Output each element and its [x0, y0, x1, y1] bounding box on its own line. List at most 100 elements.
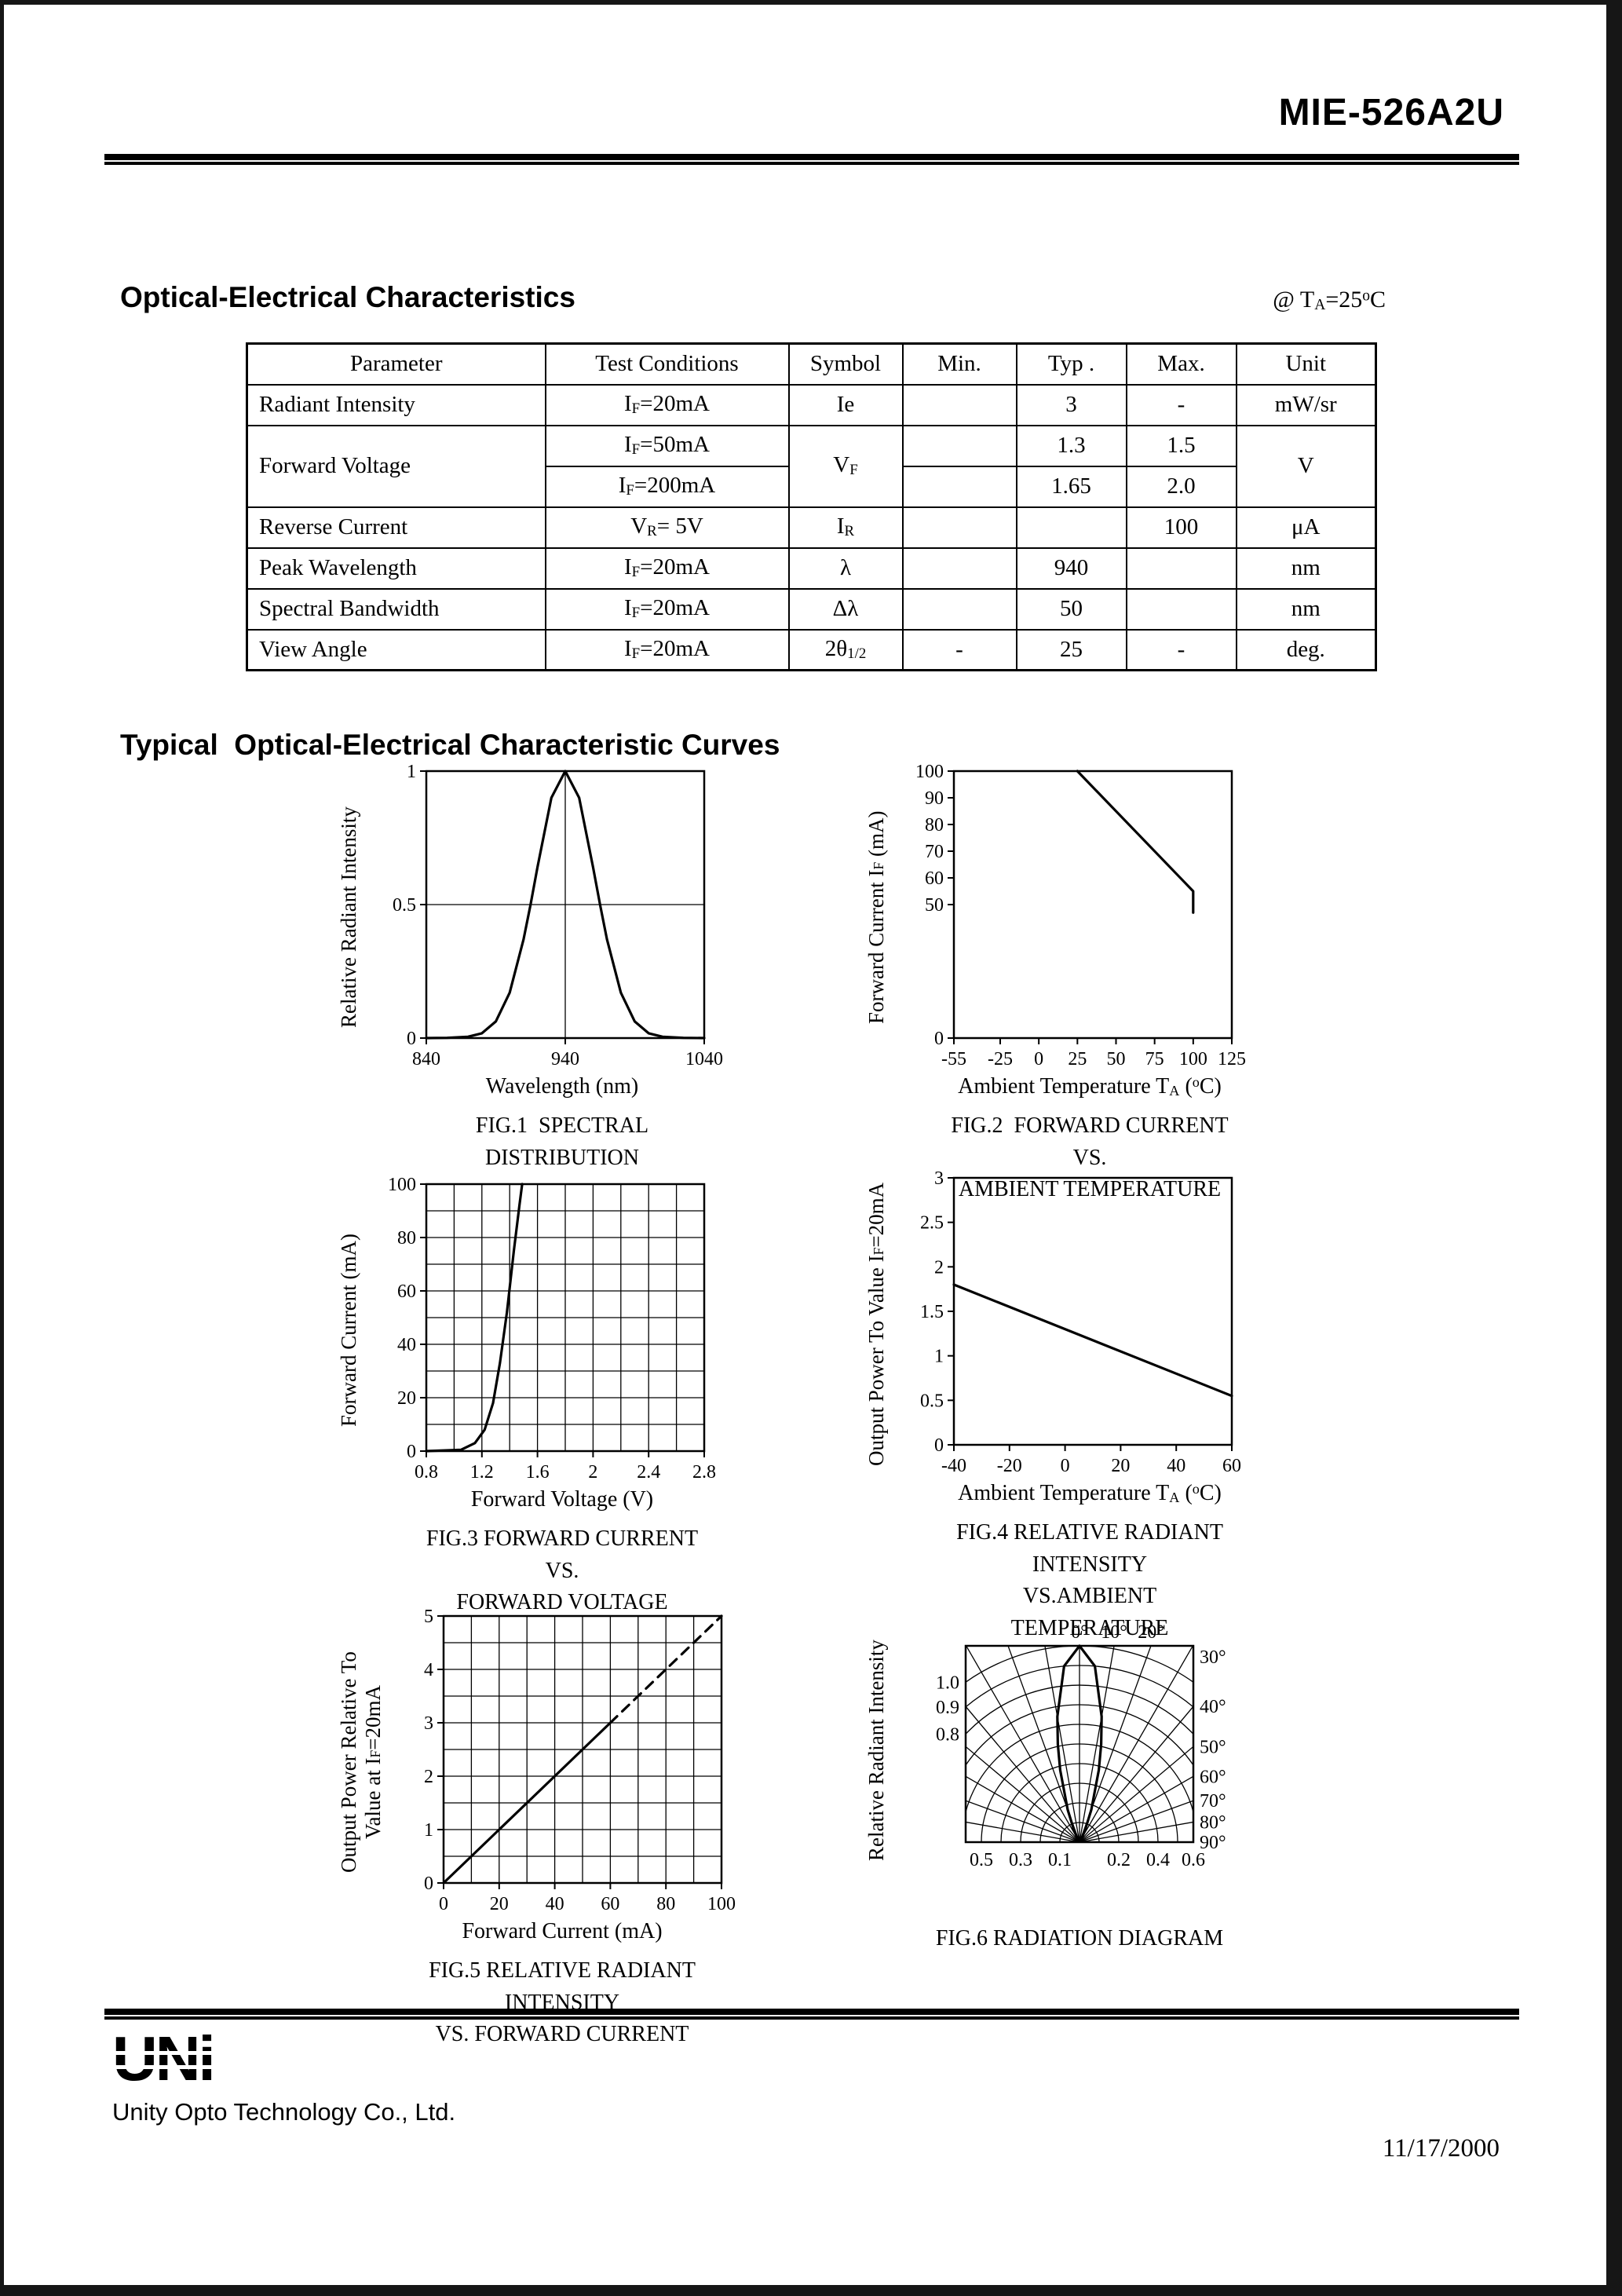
fig6-plot: 0° 10° 20° 30° 40° 50° 60° 70°80°90° 1.0 0.9 0.8 0.…: [936, 1622, 1226, 1870]
svg-text:20: 20: [490, 1894, 509, 1914]
fig1-plot: 840 940 1040 0 0.5 1: [393, 762, 723, 1069]
fig5-y-axis-label: Output Power Relative To Value at IF=20mA: [337, 1651, 385, 1873]
bandwidth-cond: IF=20mA: [544, 587, 790, 631]
svg-text:10°: 10°: [1101, 1622, 1127, 1643]
svg-text:20: 20: [1111, 1456, 1130, 1476]
fig2-y-axis-label: Forward Current IF (mA): [864, 810, 888, 1024]
figure-1-spectral-distribution: Relative Radiant Intensity 840 940 1040 0 0.…: [334, 760, 723, 1174]
fig5-x-axis-label: Forward Current (mA): [462, 1919, 663, 1943]
test-condition-note: @ TA=25oC: [1273, 287, 1386, 314]
svg-text:3: 3: [934, 1168, 944, 1189]
svg-text:1: 1: [407, 762, 416, 782]
svg-text:80°: 80°: [1200, 1812, 1226, 1833]
svg-text:30°: 30°: [1200, 1647, 1226, 1668]
svg-text:50: 50: [1107, 1049, 1126, 1069]
svg-text:3: 3: [424, 1713, 433, 1734]
svg-text:2.5: 2.5: [920, 1213, 944, 1234]
svg-text:80: 80: [925, 815, 944, 835]
svg-text:840: 840: [412, 1049, 440, 1069]
row-peak-wavelength: Peak Wavelength IF=20mA λ 940 nm: [246, 547, 1377, 590]
vf-min-1: [901, 424, 1017, 467]
logo-stripe-2: [111, 2065, 236, 2069]
svg-text:-25: -25: [988, 1049, 1013, 1069]
document-date: 11/17/2000: [1382, 2134, 1500, 2163]
svg-text:-55: -55: [941, 1049, 966, 1069]
svg-text:40: 40: [1167, 1456, 1185, 1476]
svg-text:0.1: 0.1: [1048, 1850, 1072, 1870]
svg-text:0: 0: [407, 1029, 416, 1049]
svg-text:80: 80: [397, 1228, 416, 1249]
svg-text:100: 100: [915, 762, 944, 782]
viewangle-param: View Angle: [246, 628, 546, 671]
svg-text:60°: 60°: [1200, 1767, 1226, 1787]
col-header-symbol: Symbol: [787, 342, 904, 386]
svg-text:1: 1: [424, 1820, 433, 1841]
svg-text:0.5: 0.5: [393, 895, 416, 916]
peak-cond: IF=20mA: [544, 547, 790, 590]
fig1-y-axis-label: Relative Radiant Intensity: [337, 806, 360, 1028]
fig5-plot: 0 20 40 60 80 100 0 1 2 3 4 5: [424, 1607, 736, 1914]
fig4-x-axis-label: Ambient Temperature TA (oC): [958, 1481, 1222, 1505]
row-reverse-current: Reverse Current VR= 5V IR 100 μA: [246, 506, 1377, 549]
svg-text:125: 125: [1218, 1049, 1246, 1069]
svg-text:0.8: 0.8: [936, 1724, 959, 1745]
bottom-double-rule: [104, 2009, 1519, 2020]
table-header-row: Parameter Test Conditions Symbol Min. Ty…: [246, 342, 1377, 386]
vf-typ-2: 1.65: [1015, 465, 1127, 508]
bandwidth-unit: nm: [1235, 587, 1377, 631]
svg-text:100: 100: [707, 1894, 736, 1914]
svg-text:50: 50: [925, 895, 944, 916]
svg-text:25: 25: [1068, 1049, 1087, 1069]
peak-symbol: λ: [787, 547, 904, 590]
svg-text:20°: 20°: [1138, 1622, 1164, 1643]
svg-text:40°: 40°: [1200, 1697, 1226, 1717]
peak-unit: nm: [1235, 547, 1377, 590]
reverse-max: 100: [1125, 506, 1237, 549]
svg-text:0: 0: [1034, 1049, 1043, 1069]
peak-typ: 940: [1015, 547, 1127, 590]
fig3-plot: 0.8 1.2 1.6 2 2.4 2.8 0 20 40 60 80 100: [388, 1175, 716, 1483]
characteristics-table: Parameter Test Conditions Symbol Min. Ty…: [246, 342, 1377, 671]
svg-text:50°: 50°: [1200, 1737, 1226, 1757]
svg-text:0.4: 0.4: [1146, 1850, 1170, 1870]
company-name: Unity Opto Technology Co., Ltd.: [112, 2098, 456, 2126]
reverse-unit: μA: [1235, 506, 1377, 549]
figure-4-radiant-intensity-vs-temperature: Output Power To Value IF=20mA -40 -20 0 20 4…: [861, 1167, 1251, 1644]
svg-text:100: 100: [1179, 1049, 1207, 1069]
section-title-optical-electrical: Optical-Electrical Characteristics: [120, 281, 575, 313]
svg-text:90: 90: [925, 788, 944, 809]
fig6-y-axis-label: Relative Radiant Intensity: [864, 1640, 888, 1861]
part-number-title: MIE-526A2U: [1278, 92, 1504, 133]
svg-text:60: 60: [397, 1281, 416, 1302]
col-header-typ: Typ .: [1015, 342, 1127, 386]
peak-max: [1125, 547, 1237, 590]
svg-text:70°: 70°: [1200, 1791, 1226, 1812]
svg-text:5: 5: [424, 1607, 433, 1627]
svg-text:2.8: 2.8: [692, 1462, 716, 1483]
svg-text:0.6: 0.6: [1182, 1850, 1205, 1870]
peak-min: [901, 547, 1017, 590]
col-header-min: Min.: [901, 342, 1017, 386]
fig1-x-axis-label: Wavelength (nm): [485, 1074, 639, 1099]
svg-text:0.2: 0.2: [1107, 1850, 1131, 1870]
svg-text:2: 2: [588, 1462, 597, 1483]
vf-min-2: [901, 465, 1017, 508]
svg-text:0.5: 0.5: [970, 1850, 993, 1870]
svg-text:100: 100: [388, 1175, 416, 1195]
svg-text:0: 0: [407, 1442, 416, 1462]
vf-unit: V: [1235, 424, 1377, 508]
figure-6-radiation-diagram: Relative Radiant Intensity 0° 10° 20° 30° 40…: [861, 1621, 1260, 1955]
logo-stripe-1: [111, 2051, 236, 2055]
svg-text:1: 1: [934, 1347, 944, 1367]
radiant-symbol: Ie: [787, 383, 904, 426]
row-spectral-bandwidth: Spectral Bandwidth IF=20mA Δλ 50 nm: [246, 587, 1377, 631]
svg-text:0.3: 0.3: [1009, 1850, 1032, 1870]
fig3-x-axis-label: Forward Voltage (V): [470, 1487, 654, 1512]
peak-param: Peak Wavelength: [246, 547, 546, 590]
uni-logo-text: UNi: [112, 2024, 216, 2093]
svg-text:1.5: 1.5: [920, 1302, 944, 1322]
vf-cond-50ma: IF=50mA: [544, 424, 790, 467]
svg-text:0.5: 0.5: [920, 1391, 944, 1411]
fig2-caption: FIG.2 FORWARD CURRENT VS. AMBIENT TEMPERA…: [951, 1113, 1229, 1202]
